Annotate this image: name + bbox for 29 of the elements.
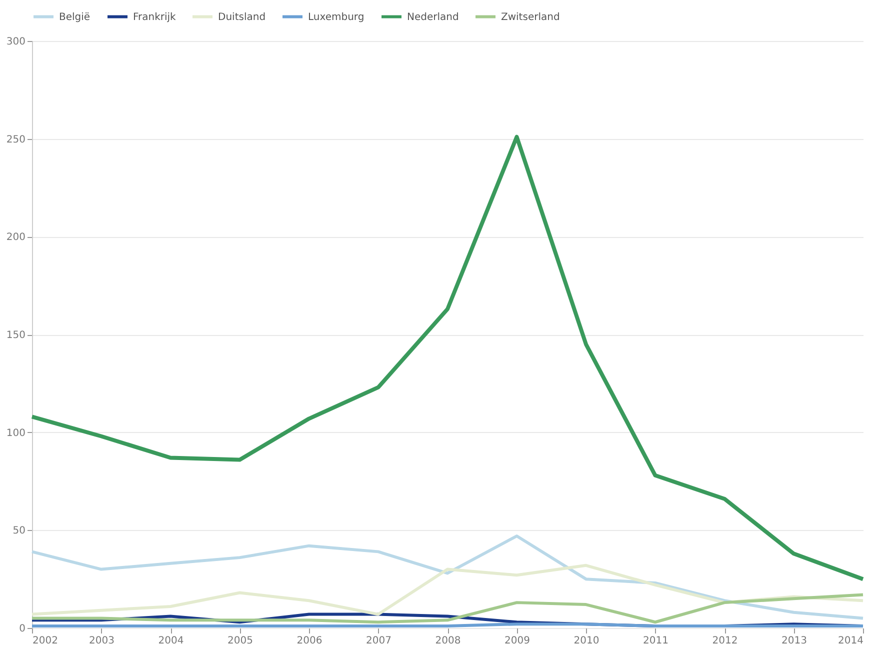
y-tick-label: 100 [6,428,26,439]
x-tick-label: 2008 [435,636,461,646]
x-tick-label: 2005 [228,636,253,646]
x-tick-label: 2010 [574,636,600,646]
x-tick-label: 2013 [782,636,807,646]
x-tick-label: 2014 [838,636,864,646]
x-tick-label: 2006 [296,636,322,646]
y-tick-label: 0 [19,624,26,634]
x-tick-label: 2002 [32,636,58,646]
legend-label: Zwitserland [501,12,560,23]
y-tick-label: 200 [6,232,26,244]
x-tick-label: 2011 [643,636,668,646]
legend-label: Luxemburg [308,12,364,23]
line-series [30,593,864,624]
legend-label: Frankrijk [133,12,176,23]
x-tick-label: 2009 [504,636,530,646]
x-tick-label: 2012 [712,636,738,646]
y-tick-label: 250 [6,134,26,146]
line-series [30,134,865,582]
legend-label: Duitsland [218,12,266,23]
x-tick-label: 2003 [89,636,114,646]
legend-label: België [59,12,90,23]
x-tick-label: 2007 [366,636,392,646]
y-tick-label: 150 [6,330,26,341]
legend-label: Nederland [407,12,459,23]
line-series [30,534,864,620]
y-tick-label: 50 [12,526,26,537]
x-tick-label: 2004 [158,636,184,646]
y-tick-label: 300 [6,36,26,48]
